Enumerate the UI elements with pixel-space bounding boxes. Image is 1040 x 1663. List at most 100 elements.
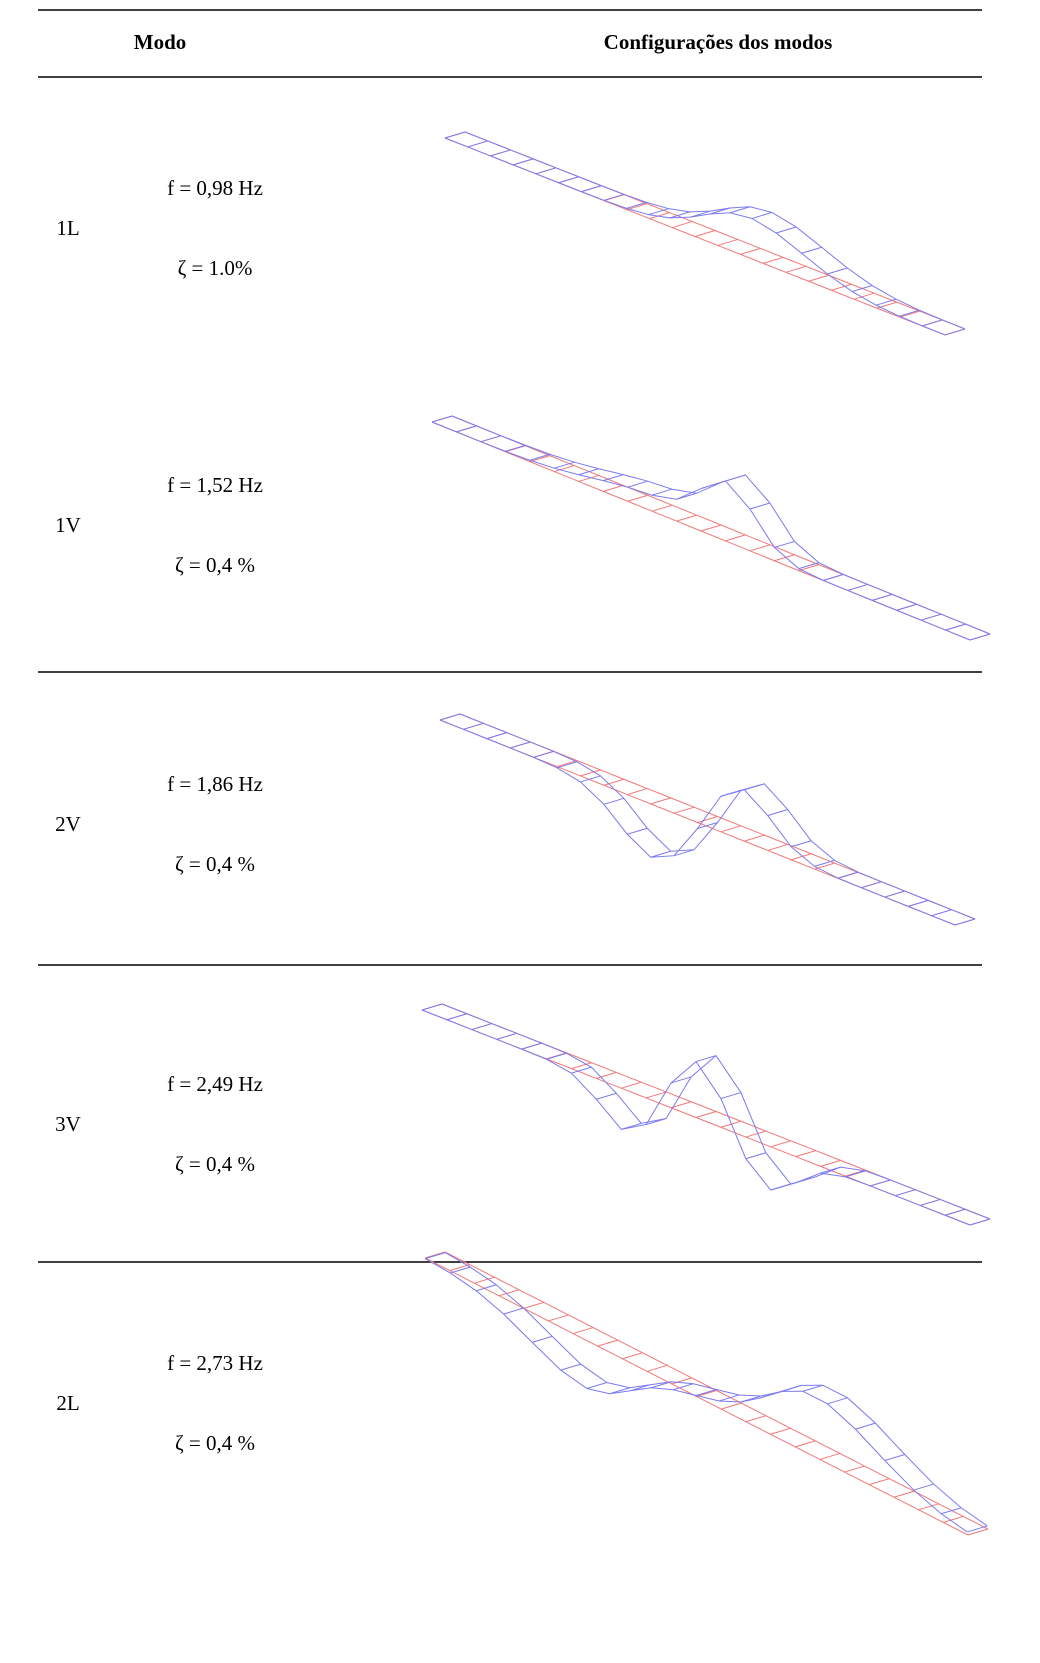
shape-edge — [445, 1252, 988, 1529]
shape-rung — [604, 798, 624, 804]
shape-rung — [955, 919, 975, 925]
shape-rung — [900, 311, 920, 317]
shape-rung — [530, 454, 550, 460]
shape-rung — [432, 416, 452, 422]
shape-rung — [468, 141, 488, 147]
shape-rung — [677, 515, 697, 521]
frequency: f = 2,49 Hz — [167, 1072, 263, 1096]
shape-rung — [897, 604, 917, 610]
shape-rung — [872, 594, 892, 600]
page: Modo Configurações dos modos 1Lf = 0,98 … — [0, 0, 1040, 1663]
shape-rung — [763, 257, 783, 263]
shape-rung — [554, 462, 574, 468]
shape-rung — [848, 584, 868, 590]
shape-rung — [967, 1526, 987, 1532]
shape-rung — [746, 1416, 766, 1422]
shape-rung — [740, 248, 760, 254]
shape-rung — [945, 1209, 965, 1215]
shape-rung — [852, 286, 872, 292]
shape-rung — [587, 1383, 607, 1389]
shape-rung — [876, 299, 896, 305]
shape-rung — [885, 1455, 905, 1461]
shape-rung — [481, 436, 501, 442]
frequency: f = 1,86 Hz — [167, 772, 263, 796]
damping: ζ = 0,4 % — [175, 1152, 255, 1176]
shape-rung — [504, 1308, 524, 1314]
shape-rung — [547, 1053, 567, 1059]
damping: ζ = 1.0% — [178, 256, 253, 280]
shape-rung — [603, 485, 623, 491]
shape-rung — [750, 545, 770, 551]
shape-rung — [532, 1336, 552, 1342]
shape-rung — [774, 541, 794, 547]
shape-rung — [845, 1466, 865, 1472]
shape-rung — [746, 1131, 766, 1137]
shape-rung — [463, 723, 483, 729]
shape-rung — [490, 150, 510, 156]
shape-rung — [522, 1043, 542, 1049]
shape-rung — [809, 275, 829, 281]
shape-rung — [908, 900, 928, 906]
mode-label: 2L — [56, 1391, 79, 1415]
shape-rung — [598, 1340, 618, 1346]
shape-rung — [970, 1219, 990, 1225]
damping: ζ = 0,4 % — [175, 1431, 255, 1455]
shape-rung — [752, 212, 772, 218]
shape-rung — [674, 807, 694, 813]
shape-rung — [425, 1252, 445, 1258]
shape-rung — [721, 1403, 741, 1409]
shape-rung — [746, 1153, 766, 1159]
shape-rung — [627, 789, 647, 795]
frequency: f = 0,98 Hz — [167, 176, 263, 200]
mode-label: 3V — [55, 1112, 81, 1136]
shape-rung — [627, 204, 647, 210]
shape-rung — [697, 1391, 717, 1397]
shape-rung — [626, 202, 646, 208]
shape-rung — [557, 761, 577, 767]
shape-rung — [725, 535, 745, 541]
shape-rung — [652, 489, 672, 495]
shape-rung — [945, 329, 965, 335]
mode-label: 2V — [55, 812, 81, 836]
shape-rung — [561, 1364, 581, 1370]
shape-rung — [596, 1093, 616, 1099]
shape-rung — [651, 798, 671, 804]
header-mode: Modo — [134, 30, 187, 54]
shape-rung — [786, 266, 806, 272]
shape-rung — [721, 826, 741, 832]
shape-rung — [827, 268, 847, 274]
shape-rung — [573, 1328, 593, 1334]
shape-rung — [970, 634, 990, 640]
shape-rung — [803, 1385, 823, 1391]
shape-rung — [628, 495, 648, 501]
mode-shapes — [422, 132, 990, 1535]
frequency: f = 1,52 Hz — [167, 473, 263, 497]
shape-rung — [536, 168, 556, 174]
shape-rung — [698, 817, 718, 823]
shape-rung — [914, 1484, 934, 1490]
shape-rung — [647, 1365, 667, 1371]
shape-rung — [820, 1453, 840, 1459]
shape-rung — [771, 1428, 791, 1434]
shape-rung — [845, 1171, 865, 1177]
shape-rung — [548, 1315, 568, 1321]
shape-rung — [450, 1267, 470, 1273]
shape-rung — [425, 1253, 445, 1259]
shape-rung — [855, 1423, 875, 1429]
shape-rung — [474, 1277, 494, 1283]
shape-rung — [513, 159, 533, 165]
mode-label: 1L — [56, 216, 79, 240]
shape-rung — [559, 177, 579, 183]
shape-rung — [838, 872, 858, 878]
shape-rung — [815, 860, 835, 866]
shape-rung — [581, 186, 601, 192]
shape-rung — [894, 1491, 914, 1497]
shape-rung — [920, 1199, 940, 1205]
shape-rung — [510, 742, 530, 748]
shape-rung — [776, 227, 796, 233]
shape-rung — [557, 762, 577, 768]
shape-rung — [885, 891, 905, 897]
shape-rung — [440, 714, 460, 720]
shape-rung — [941, 1508, 961, 1514]
shape-rung — [696, 1112, 716, 1118]
